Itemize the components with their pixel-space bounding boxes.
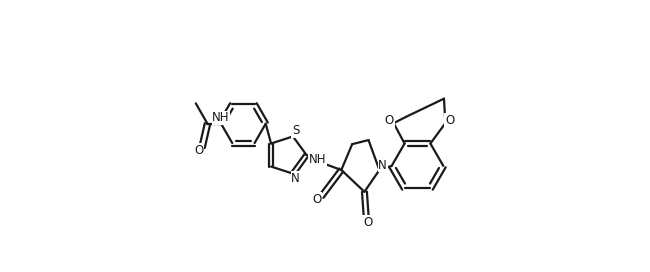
Text: O: O [194,144,203,157]
Text: N: N [291,172,300,185]
Text: O: O [385,114,394,127]
Text: NH: NH [213,111,230,124]
Text: O: O [312,193,321,206]
Text: NH: NH [309,153,326,166]
Text: S: S [292,124,300,137]
Text: O: O [363,216,372,229]
Text: N: N [378,159,387,172]
Text: O: O [445,114,454,127]
